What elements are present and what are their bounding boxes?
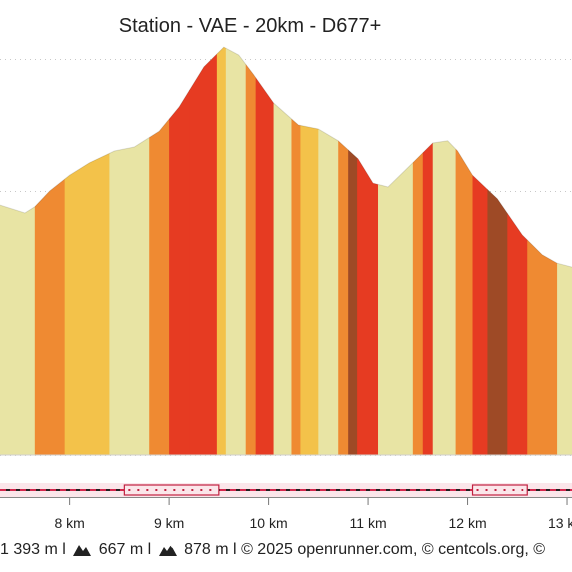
slope-band-20 bbox=[422, 47, 434, 455]
slope-band-18 bbox=[378, 47, 414, 455]
x-tick-label-5: 13 km bbox=[548, 515, 572, 531]
credits: © 2025 openrunner.com, © centcols.org, © bbox=[241, 541, 546, 558]
slope-band-22 bbox=[455, 47, 474, 455]
slope-band-23 bbox=[472, 47, 489, 455]
slope-band-14 bbox=[318, 47, 339, 455]
route-stats-footer: 1 393 m l 667 m l 878 m l © 2025 openrun… bbox=[0, 541, 572, 559]
slope-band-5 bbox=[169, 47, 190, 455]
slope-band-8 bbox=[225, 47, 247, 455]
ascent-value: 667 m bbox=[98, 541, 144, 558]
slope-band-27 bbox=[557, 47, 572, 455]
elevation-outline bbox=[0, 46, 572, 268]
chart-title: Station - VAE - 20km - D677+ bbox=[118, 15, 382, 37]
distance-value: 1 393 m bbox=[0, 541, 58, 558]
x-tick-label-3: 11 km bbox=[350, 515, 387, 531]
slope-band-7 bbox=[216, 47, 227, 455]
slope-band-17 bbox=[357, 47, 379, 455]
range-navigator[interactable] bbox=[0, 483, 572, 498]
x-tick-label-2: 10 km bbox=[250, 515, 288, 531]
slope-band-1 bbox=[34, 47, 66, 455]
slope-band-11 bbox=[273, 47, 293, 455]
separator: l bbox=[233, 541, 237, 558]
slope-band-16 bbox=[348, 47, 358, 455]
slope-band-21 bbox=[432, 47, 457, 455]
slope-band-26 bbox=[527, 47, 558, 455]
slope-bands bbox=[0, 47, 572, 455]
slope-band-9 bbox=[245, 47, 257, 455]
x-tick-label-0: 8 km bbox=[54, 515, 84, 531]
slope-band-2 bbox=[64, 47, 111, 455]
slope-band-24 bbox=[487, 47, 508, 455]
slope-band-6 bbox=[189, 47, 218, 455]
slope-band-19 bbox=[412, 47, 424, 455]
separator: l bbox=[147, 541, 152, 558]
descent-mountain-icon bbox=[158, 542, 177, 556]
slope-band-3 bbox=[109, 47, 150, 455]
x-axis: 8 km 9 km 10 km 11 km 12 km 13 km bbox=[54, 498, 572, 531]
slope-band-12 bbox=[291, 47, 302, 455]
descent-value: 878 m bbox=[184, 541, 229, 558]
ascent-mountain-icon bbox=[73, 542, 92, 556]
navigator-highlight-0 bbox=[123, 484, 220, 496]
navigator-highlight-1 bbox=[471, 484, 528, 496]
slope-band-13 bbox=[300, 47, 319, 455]
slope-band-0 bbox=[0, 47, 36, 455]
x-tick-label-1: 9 km bbox=[154, 515, 184, 531]
slope-band-4 bbox=[149, 47, 170, 455]
slope-band-15 bbox=[338, 47, 349, 455]
slope-band-25 bbox=[507, 47, 528, 455]
slope-band-10 bbox=[255, 47, 275, 455]
x-tick-label-4: 12 km bbox=[448, 515, 486, 531]
separator: l bbox=[62, 541, 66, 558]
